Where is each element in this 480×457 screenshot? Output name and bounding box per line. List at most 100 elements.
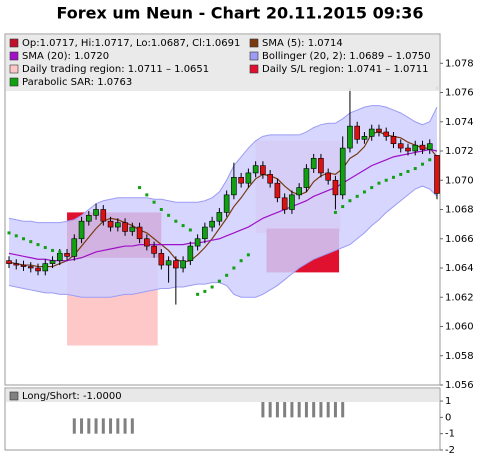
sar-dot [43, 246, 47, 250]
sar-dot [391, 175, 395, 179]
candle-body [56, 253, 63, 261]
candle-body [173, 260, 179, 269]
legend-label: Bollinger (20, 2): 1.0689 – 1.0750 [262, 51, 431, 62]
candle-body [27, 266, 34, 269]
sar-dot [399, 172, 403, 176]
line [8, 131, 438, 268]
sar-dot [217, 279, 221, 283]
candle-body [383, 131, 390, 137]
candle-body [129, 226, 136, 232]
candle-body [354, 125, 361, 140]
candle-body [245, 172, 252, 184]
sar-dot [348, 199, 352, 203]
candle-body [71, 238, 78, 257]
bar [297, 402, 301, 418]
candle-body [274, 182, 281, 199]
candle-body [318, 158, 324, 174]
candle-body [42, 263, 49, 272]
legend-swatch [249, 38, 259, 48]
y-tick-label: -2 [445, 445, 455, 456]
chart-title: Forex um Neun - Chart 20.11.2015 09:36 [56, 4, 423, 23]
sar-dot [58, 250, 62, 254]
sar-dot [7, 231, 11, 235]
candle-body [368, 128, 375, 137]
legend-label: Parabolic SAR: 1.0763 [22, 77, 132, 88]
bar [319, 402, 323, 418]
sar-dot [22, 237, 26, 241]
y-tick-label: 1.072 [445, 146, 474, 157]
band-upper [8, 105, 438, 224]
legend-label: Daily trading region: 1.0711 – 1.0651 [22, 64, 209, 75]
sar-dot [420, 162, 424, 166]
sar-dot [51, 248, 55, 252]
sar-dot [196, 292, 200, 296]
candle-body [252, 165, 259, 174]
bar [304, 402, 308, 418]
sar-dot [232, 266, 236, 270]
legend-swatch [9, 38, 19, 48]
candle-body [122, 222, 128, 232]
band-lower [8, 185, 438, 298]
candle-body [78, 220, 85, 240]
sar-dot [159, 208, 163, 211]
candle-body [376, 128, 382, 133]
candle-body [289, 194, 295, 210]
sar-dot [246, 253, 250, 257]
candle-body [136, 226, 143, 240]
sar-dot [341, 205, 345, 209]
candle-body [267, 174, 273, 184]
candle-body [49, 260, 56, 264]
sar-dot [174, 219, 178, 223]
legend-swatch [249, 64, 259, 74]
candle-body [6, 260, 12, 264]
legend-swatch [9, 51, 19, 61]
candle-body [64, 253, 70, 257]
y-tick-label: 1.062 [445, 292, 474, 303]
candle-body [405, 147, 411, 152]
bar [116, 418, 120, 434]
y-tick-label: 1.056 [445, 380, 474, 391]
bar [341, 402, 345, 418]
bar [72, 418, 76, 434]
y-tick-label: 1.066 [445, 234, 474, 245]
candle-body [231, 177, 237, 196]
bar [268, 402, 272, 418]
legend-label: Long/Short: -1.0000 [22, 391, 122, 402]
y-tick-label: 1.068 [445, 205, 474, 216]
candle-body [310, 158, 317, 169]
candle-body [144, 238, 150, 247]
y-tick-label: 1.058 [445, 351, 474, 362]
candle-body [281, 197, 288, 210]
candle-body [93, 209, 99, 216]
candle-body [158, 253, 165, 266]
bar [87, 418, 91, 434]
candle-body [115, 222, 121, 228]
candle-body [347, 125, 353, 149]
bar [101, 418, 105, 434]
candle-body [325, 172, 331, 181]
line [8, 148, 438, 262]
legend-swatch [9, 391, 19, 401]
candle-body [20, 264, 27, 267]
sar-dot [138, 186, 142, 190]
bar [94, 418, 98, 434]
y-tick-label: 1.064 [445, 263, 474, 274]
bar [290, 402, 294, 418]
sar-dot [181, 224, 185, 228]
y-tick-label: -1 [445, 429, 455, 440]
candle-body [361, 136, 368, 140]
legend-label: Op:1.0717, Hi:1.0717, Lo:1.0687, Cl:1.06… [22, 38, 240, 49]
candle-body [332, 179, 339, 196]
candle-body [85, 215, 92, 222]
candle-body [260, 165, 266, 175]
bar [80, 418, 84, 434]
bar [123, 418, 127, 434]
sar-dot [239, 259, 243, 263]
sar-dot [145, 193, 149, 197]
bar [275, 402, 279, 418]
y-tick-label: 1.076 [445, 88, 474, 99]
candle-body [187, 245, 194, 261]
sar-dot [29, 240, 33, 244]
bar [312, 402, 316, 418]
band-fill [9, 105, 437, 298]
